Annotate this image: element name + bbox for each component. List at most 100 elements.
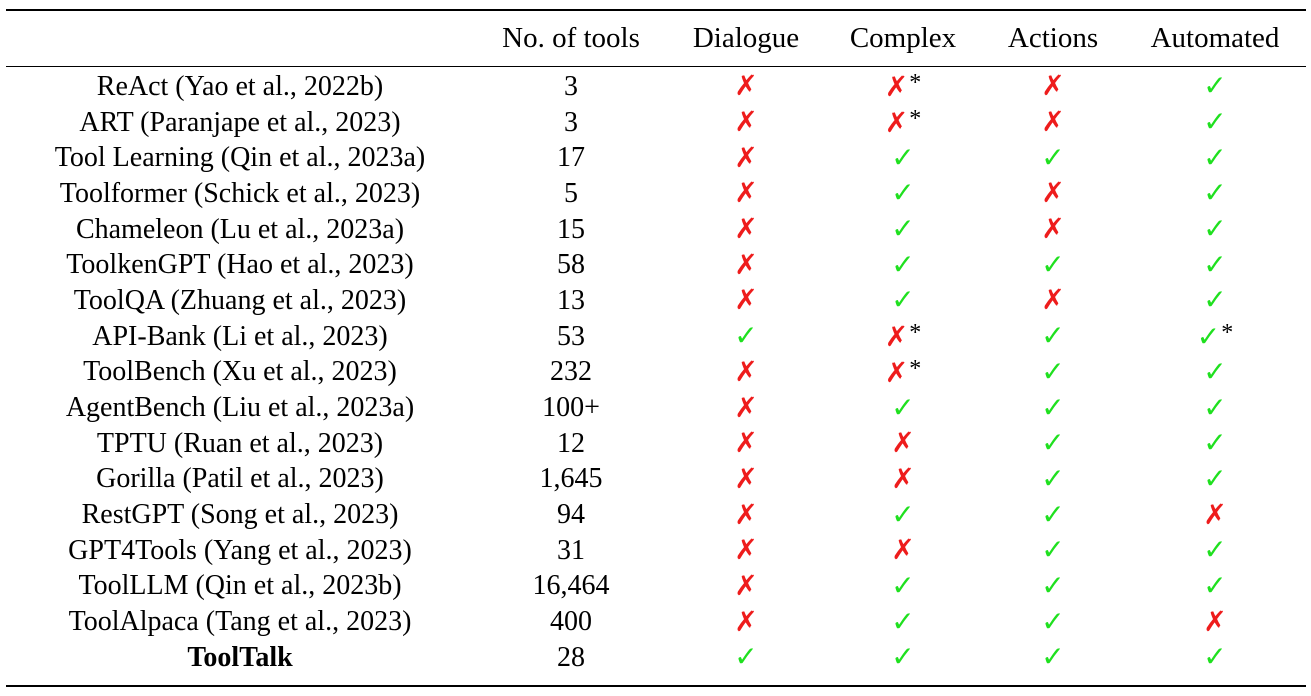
complex-cell: ✓ xyxy=(824,176,982,212)
actions-cell: ✓ xyxy=(982,604,1124,640)
table-row: ToolQA (Zhuang et al., 2023) 13 ✗ ✓ ✗ ✓ xyxy=(6,283,1306,319)
dialogue-cell: ✓ xyxy=(668,319,824,355)
table-row: ToolLLM (Qin et al., 2023b) 16,464 ✗ ✓ ✓ ✓ xyxy=(6,569,1306,605)
cross-mark-icon: ✗ xyxy=(734,212,758,246)
header-rule xyxy=(6,66,1306,67)
table-row: ToolkenGPT (Hao et al., 2023) 58 ✗ ✓ ✓ ✓ xyxy=(6,247,1306,283)
cross-mark-icon: ✗ xyxy=(1203,604,1227,638)
check-mark-icon: ✓ xyxy=(1203,426,1227,460)
automated-cell: ✓ xyxy=(1124,212,1306,248)
cross-mark-icon: ✗ xyxy=(734,497,758,531)
method-cell: GPT4Tools (Yang et al., 2023) xyxy=(68,534,412,566)
table-row: ToolAlpaca (Tang et al., 2023) 400 ✗ ✓ ✓ ✗ xyxy=(6,604,1306,640)
complex-cell: ✓ xyxy=(824,640,982,676)
automated-cell: ✓ xyxy=(1124,247,1306,283)
check-mark-icon: ✓ xyxy=(1041,497,1065,531)
check-mark-icon: ✓ xyxy=(1041,640,1065,674)
automated-cell: ✓ xyxy=(1124,390,1306,426)
tools-count-cell: 15 xyxy=(557,213,585,245)
header-complex: Complex xyxy=(849,22,957,54)
automated-cell: ✓ xyxy=(1124,569,1306,605)
method-cell: ToolLLM (Qin et al., 2023b) xyxy=(78,570,402,602)
complex-cell: ✓ xyxy=(824,604,982,640)
bottom-rule xyxy=(6,685,1306,687)
cross-mark-icon: ✗ xyxy=(1041,283,1065,317)
check-mark-icon: ✓ xyxy=(891,212,915,246)
complex-cell: ✓ xyxy=(824,140,982,176)
dialogue-cell: ✗ xyxy=(668,212,824,248)
cross-mark-icon: ✗ xyxy=(734,354,758,388)
automated-cell: ✓ xyxy=(1124,462,1306,498)
asterisk-note: * xyxy=(909,106,922,133)
method-cell: AgentBench (Liu et al., 2023a) xyxy=(65,392,415,424)
header-dialogue: Dialogue xyxy=(692,22,800,54)
tools-count-cell: 94 xyxy=(557,499,585,531)
cross-mark-icon: ✗ xyxy=(1041,69,1065,103)
method-cell: ReAct (Yao et al., 2022b) xyxy=(96,70,384,102)
tools-count-cell: 3 xyxy=(564,70,578,102)
complex-cell: ✓ xyxy=(824,497,982,533)
cross-mark-icon: ✗ xyxy=(734,140,758,174)
check-mark-icon: ✓ xyxy=(891,604,915,638)
check-mark-icon: ✓ xyxy=(1203,247,1227,281)
check-mark-icon: ✓ xyxy=(734,319,758,353)
method-cell: API-Bank (Li et al., 2023) xyxy=(92,320,388,352)
automated-cell: ✓ xyxy=(1124,105,1306,141)
cross-mark-icon: ✗ xyxy=(734,533,758,567)
table-body: ReAct (Yao et al., 2022b) 3 ✗ ✗* ✗ ✓ ART (Para… xyxy=(6,66,1306,676)
table-row: TPTU (Ruan et al., 2023) 12 ✗ ✗ ✓ ✓ xyxy=(6,426,1306,462)
complex-cell: ✗ xyxy=(824,426,982,462)
actions-cell: ✓ xyxy=(982,355,1124,391)
automated-cell: ✓ xyxy=(1124,640,1306,676)
table-row: ToolTalk 28 ✓ ✓ ✓ ✓ xyxy=(6,640,1306,676)
check-mark-icon: ✓ xyxy=(1041,354,1065,388)
cross-mark-icon: ✗ xyxy=(884,106,909,140)
check-mark-icon: ✓ xyxy=(1203,390,1227,424)
table-row: ToolBench (Xu et al., 2023) 232 ✗ ✗* ✓ ✓ xyxy=(6,355,1306,391)
actions-cell: ✗ xyxy=(982,212,1124,248)
cross-mark-icon: ✗ xyxy=(734,461,758,495)
table-row: Toolformer (Schick et al., 2023) 5 ✗ ✓ ✗ ✓ xyxy=(6,176,1306,212)
check-mark-icon: ✓ xyxy=(1203,69,1227,103)
dialogue-cell: ✗ xyxy=(668,140,824,176)
complex-cell: ✓ xyxy=(824,247,982,283)
method-cell: Tool Learning (Qin et al., 2023a) xyxy=(54,142,426,174)
cross-mark-icon: ✗ xyxy=(734,247,758,281)
check-mark-icon: ✓ xyxy=(1041,390,1065,424)
dialogue-cell: ✗ xyxy=(668,569,824,605)
check-mark-icon: ✓ xyxy=(891,176,915,210)
method-cell: RestGPT (Song et al., 2023) xyxy=(81,499,399,531)
table-row: AgentBench (Liu et al., 2023a) 100+ ✗ ✓ ✓ ✓ xyxy=(6,390,1306,426)
cross-mark-icon: ✗ xyxy=(1041,212,1065,246)
dialogue-cell: ✗ xyxy=(668,604,824,640)
tools-count-cell: 16,464 xyxy=(532,570,610,602)
cross-mark-icon: ✗ xyxy=(734,426,758,460)
method-cell: Gorilla (Patil et al., 2023) xyxy=(96,463,384,495)
check-mark-icon: ✓ xyxy=(1203,283,1227,317)
cross-mark-icon: ✗ xyxy=(884,355,909,389)
dialogue-cell: ✓ xyxy=(668,640,824,676)
complex-cell: ✗* xyxy=(824,355,982,391)
tools-count-cell: 400 xyxy=(550,606,592,638)
cross-mark-icon: ✗ xyxy=(734,69,758,103)
method-cell: ToolTalk xyxy=(187,641,293,673)
method-cell: ToolkenGPT (Hao et al., 2023) xyxy=(66,249,414,281)
dialogue-cell: ✗ xyxy=(668,426,824,462)
complex-cell: ✓ xyxy=(824,212,982,248)
automated-cell: ✗ xyxy=(1124,497,1306,533)
automated-cell: ✓* xyxy=(1124,319,1306,355)
actions-cell: ✓ xyxy=(982,140,1124,176)
complex-cell: ✗ xyxy=(824,462,982,498)
automated-cell: ✓ xyxy=(1124,355,1306,391)
dialogue-cell: ✗ xyxy=(668,247,824,283)
check-mark-icon: ✓ xyxy=(891,640,915,674)
tools-count-cell: 17 xyxy=(557,142,585,174)
check-mark-icon: ✓ xyxy=(1041,604,1065,638)
cross-mark-icon: ✗ xyxy=(884,320,909,354)
cross-mark-icon: ✗ xyxy=(734,105,758,139)
header-method xyxy=(6,11,474,66)
check-mark-icon: ✓ xyxy=(891,497,915,531)
dialogue-cell: ✗ xyxy=(668,497,824,533)
actions-cell: ✗ xyxy=(982,283,1124,319)
